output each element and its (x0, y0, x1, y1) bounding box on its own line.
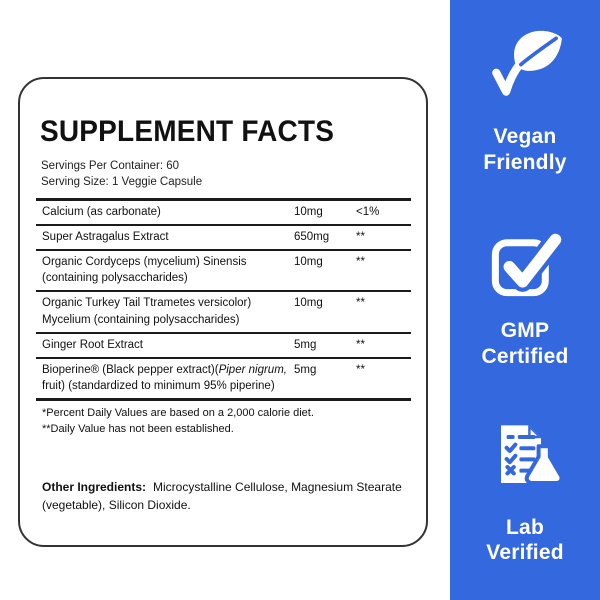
ingredient-name: Ginger Root Extract (42, 338, 143, 351)
ingredient-amount: 10mg (294, 206, 323, 219)
footnote-daily-values: *Percent Daily Values are based on a 2,0… (42, 406, 314, 419)
ingredient-name: Organic Turkey Tail Ttrametes versicolor… (42, 297, 252, 326)
badge-label-line2: Friendly (483, 150, 567, 174)
other-ingredients-text: Microcystalline Cellulose, Magnesium Ste… (42, 479, 402, 513)
vegan-leaf-check-icon (484, 26, 566, 108)
badge-label: Lab Verified (486, 515, 563, 566)
lab-checklist-flask-icon (485, 419, 565, 499)
sidebar: Vegan Friendly GMP Certified (450, 0, 600, 600)
ingredient-name: Calcium (as carbonate) (42, 206, 161, 219)
ingredient-daily-value: ** (356, 297, 365, 310)
serving-info: Servings Per Container: 60 Serving Size:… (41, 159, 411, 190)
ingredient-amount: 5mg (294, 363, 317, 376)
ingredient-name: Organic Cordyceps (mycelium) Sinensis (c… (42, 256, 247, 285)
ingredient-amount: 650mg (294, 231, 330, 244)
supplement-label-card: SUPPLEMENT FACTS Servings Per Container:… (18, 77, 428, 547)
badge-label-line2: Verified (486, 541, 564, 565)
serving-size: Serving Size: 1 Veggie Capsule (41, 175, 203, 188)
badge-label-line1: GMP (500, 319, 550, 343)
badge-label: Vegan Friendly (483, 124, 566, 175)
footnotes: *Percent Daily Values are based on a 2,0… (36, 401, 411, 448)
ingredient-daily-value: ** (356, 256, 365, 269)
badge-label-line1: Vegan (493, 125, 557, 148)
table-row: Ginger Root Extract 5mg ** (36, 334, 411, 359)
badge-gmp-certified: GMP Certified (482, 224, 569, 369)
other-ingredients-label: Other Ingredients: (42, 479, 147, 494)
table-row: Super Astragalus Extract 650mg ** (36, 226, 411, 252)
badge-lab-verified: Lab Verified (485, 419, 565, 566)
badge-label: GMP Certified (482, 318, 569, 369)
table-row: Bioperine® (Black pepper extract)(Piper … (36, 359, 411, 401)
ingredient-daily-value: ** (356, 363, 365, 376)
ingredient-daily-value: ** (356, 338, 365, 351)
table-row: Organic Cordyceps (mycelium) Sinensis (c… (36, 251, 411, 293)
ingredient-amount: 10mg (294, 256, 323, 269)
page-title: SUPPLEMENT FACTS (40, 115, 335, 148)
ingredient-name-part: fruit) (standardized to minimum 95% pipe… (42, 379, 275, 392)
badge-label-line1: Lab (506, 515, 544, 539)
ingredient-name-part: Bioperine® (Black pepper extract)( (42, 363, 219, 376)
badge-vegan-friendly: Vegan Friendly (483, 26, 566, 175)
table-row: Organic Turkey Tail Ttrametes versicolor… (36, 292, 411, 334)
table-row: Calcium (as carbonate) 10mg <1% (36, 201, 411, 227)
ingredient-daily-value: <1% (356, 206, 380, 219)
badge-label-line2: Certified (481, 345, 569, 368)
ingredient-name: Bioperine® (Black pepper extract)(Piper … (36, 362, 294, 394)
ingredient-daily-value: ** (356, 231, 365, 244)
ingredient-amount: 10mg (294, 297, 323, 310)
footnote-not-established: **Daily Value has not been established. (42, 422, 234, 435)
ingredient-latin-name: Piper nigrum, (218, 363, 287, 376)
gmp-checkbox-icon (486, 224, 564, 302)
supplement-facts-table: Calcium (as carbonate) 10mg <1% Super As… (36, 198, 411, 401)
ingredient-amount: 5mg (294, 338, 317, 351)
ingredient-name: Super Astragalus Extract (42, 231, 169, 244)
servings-per-container: Servings Per Container: 60 (41, 160, 180, 172)
other-ingredients: Other Ingredients: Microcystalline Cellul… (42, 478, 404, 515)
